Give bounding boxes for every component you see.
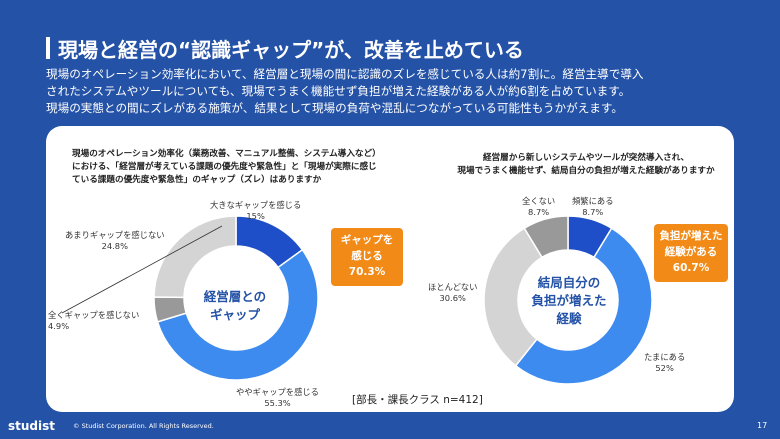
sample-size-note: [部長・課長クラス n=412] <box>352 394 483 406</box>
chart1-question: 現場のオペレーション効率化（業務改善、マニュアル整備、システム導入など） におけ… <box>72 148 432 187</box>
question-line: 現場でうまく機能せず、結局自分の負担が増えた経験がありますか <box>457 166 715 176</box>
description-line: 現場のオペレーション効率化において、経営層と現場の間に認識のズレを感じている人は… <box>46 67 644 81</box>
chart1-label-some-gap: ややギャップを感じる 55.3% <box>236 387 319 408</box>
chart2-label-sometimes: たまにある 52% <box>644 352 686 373</box>
chart2-label-rarely: ほとんどない 30.6% <box>428 282 478 303</box>
description-line: されたシステムやツールについても、現場でうまく機能せず負担が増えた経験がある人が… <box>46 84 631 98</box>
question-line: ている課題の優先度や緊急性」のギャップ（ズレ）はありますか <box>72 175 322 185</box>
chart2-callout: 負担が増えた 経験がある 60.7% <box>654 224 728 282</box>
chart1-label-little-gap: あまりギャップを感じない 24.8% <box>65 230 165 251</box>
description-line: 現場の実態との間にズレがある施策が、結果として現場の負荷や混乱につながっている可… <box>46 101 623 115</box>
chart1-donut-hole <box>184 246 288 350</box>
chart2-label-never: 全くない 8.7% <box>522 196 556 217</box>
chart1-label-no-gap: 全くギャップを感じない 4.9% <box>48 310 140 331</box>
slide-description: 現場のオペレーション効率化において、経営層と現場の間に認識のズレを感じている人は… <box>46 66 756 117</box>
chart1-center-label: 経営層との ギャップ <box>203 289 267 322</box>
chart2-center-label: 結局自分の 負担が増えた 経験 <box>531 275 607 326</box>
chart2-donut-hole <box>518 250 618 350</box>
chart1-label-big-gap: 大きなギャップを感じる 15% <box>210 200 302 221</box>
chart2-label-frequent: 頻繁にある 8.7% <box>572 196 614 217</box>
chart2-question: 経営層から新しいシステムやツールが突然導入され、 現場でうまく機能せず、結局自分… <box>448 152 724 178</box>
question-line: 経営層から新しいシステムやツールが突然導入され、 <box>482 153 690 163</box>
chart2-slice-3 <box>523 215 569 259</box>
copyright: © Studist Corporation. All Rights Reserv… <box>73 422 214 430</box>
question-line: 現場のオペレーション効率化（業務改善、マニュアル整備、システム導入など） <box>72 149 381 159</box>
page-number: 17 <box>757 421 768 430</box>
studist-logo: studist <box>8 419 56 433</box>
slide-title: 現場と経営の“認識ギャップ”が、改善を止めている <box>58 38 524 62</box>
chart1-leader-line <box>61 225 223 314</box>
title-accent-bar <box>46 37 50 59</box>
question-line: における、「経営層が考えている課題の優先度や緊急性」と「現場が実際に感じ <box>72 162 377 172</box>
chart1-callout: ギャップを 感じる 70.3% <box>331 228 403 286</box>
